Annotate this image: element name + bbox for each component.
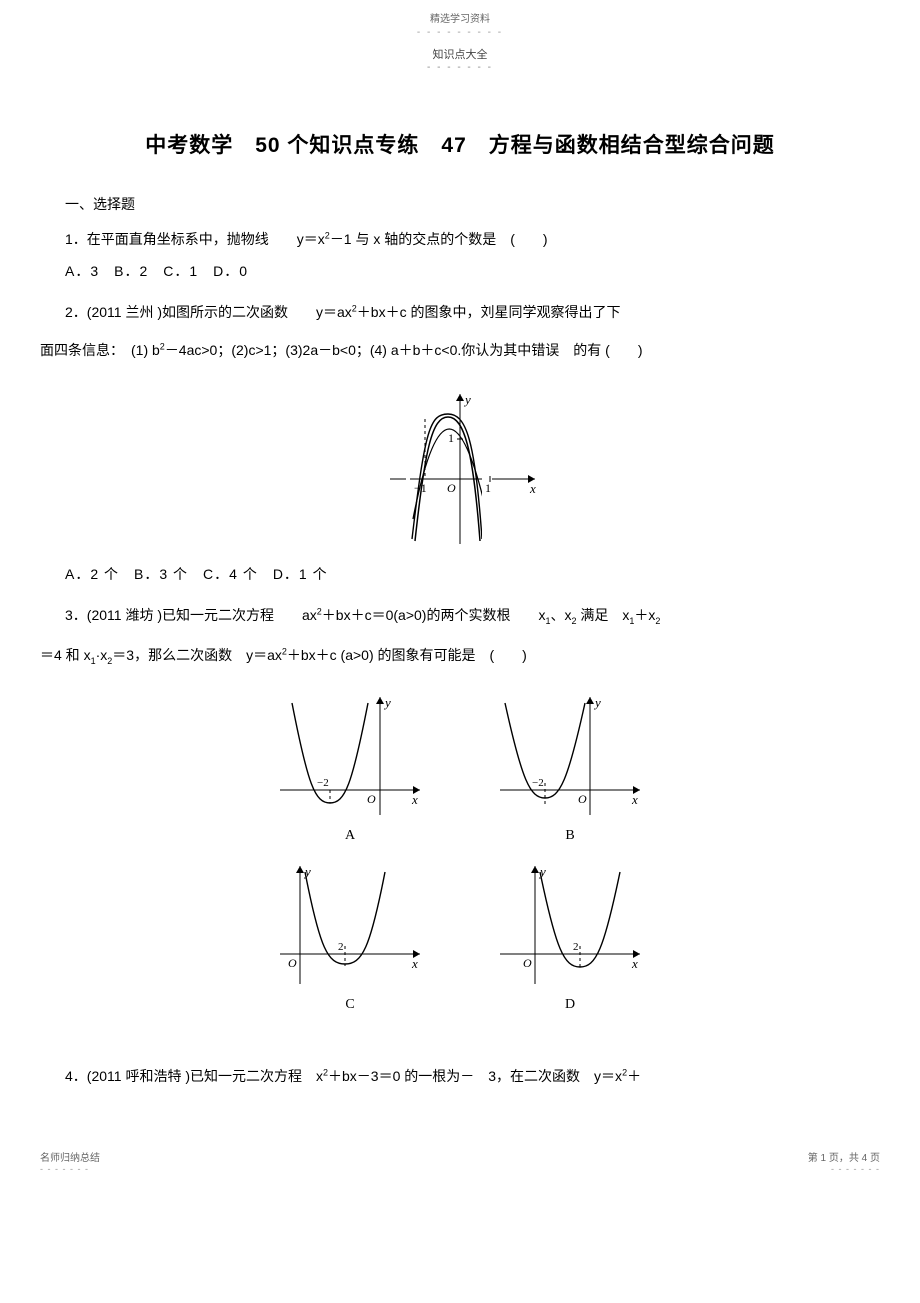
header-line2: 知识点大全 xyxy=(40,46,880,62)
q3-sub4: 2 xyxy=(655,616,660,626)
page-title: 中考数学 50 个知识点专练 47 方程与函数相结合型综合问题 xyxy=(40,123,880,169)
header-dash1: - - - - - - - - - xyxy=(40,27,880,38)
chart-a-label: A xyxy=(270,828,430,844)
svg-text:2: 2 xyxy=(573,941,579,953)
footer-left-text: 名师归纳总结 xyxy=(40,1149,100,1164)
q3-charts: y x O −2 A y x O −2 B xyxy=(40,685,880,1023)
chart-row-2: y x O 2 C y x O 2 D xyxy=(270,854,650,1013)
svg-text:x: x xyxy=(411,792,418,807)
question-4: 4．(2011 呼和浩特 )已知一元二次方程 x2＋bx－3＝0 的一根为－ 3… xyxy=(65,1063,880,1090)
q2-chart: y x O −1 1 1 xyxy=(40,379,880,549)
question-2-line1: 2．(2011 兰州 )如图所示的二次函数 y＝ax2＋bx＋c 的图象中，刘星… xyxy=(65,299,880,326)
origin-label: O xyxy=(447,481,456,495)
svg-text:2: 2 xyxy=(338,941,344,953)
q1-options: A．3 B．2 C．1 D．0 xyxy=(65,261,880,281)
footer-right-dash: - - - - - - - xyxy=(808,1164,880,1174)
svg-text:y: y xyxy=(303,864,311,879)
question-3-line1: 3．(2011 潍坊 )已知一元二次方程 ax 2 ＋bx＋c＝0(a>0)的两个实… xyxy=(65,602,880,630)
footer-right: 第 1 页，共 4 页 - - - - - - - xyxy=(808,1149,880,1174)
q3-t2b: ·x xyxy=(96,647,108,663)
q3-t1b: 、x xyxy=(550,607,571,623)
svg-text:O: O xyxy=(578,792,587,806)
q4-t3: ＋ xyxy=(627,1068,641,1084)
q2-t2a: 面四条信息： (1) b xyxy=(40,342,160,358)
q3-t2a: ＝4 和 x xyxy=(40,647,91,663)
axis-y-label: y xyxy=(463,392,471,407)
chart-d: y x O 2 D xyxy=(490,854,650,1013)
question-3-line2: ＝4 和 x1·x2＝3，那么二次函数 y＝ax2＋bx＋c (a>0) 的图象… xyxy=(40,642,880,670)
chart-b-label: B xyxy=(490,828,650,844)
chart-c: y x O 2 C xyxy=(270,854,430,1013)
chart-b: y x O −2 B xyxy=(490,685,650,844)
svg-text:x: x xyxy=(631,956,638,971)
svg-text:O: O xyxy=(523,956,532,970)
section-label: 一、选择题 xyxy=(65,194,880,214)
svg-text:y: y xyxy=(593,695,601,710)
header-line1: 精选学习资料 xyxy=(40,10,880,25)
q3-t2c: ＝3，那么二次函数 y＝ax xyxy=(112,647,282,663)
one-x-label: 1 xyxy=(485,481,491,495)
header-dash2: - - - - - - - xyxy=(40,62,880,73)
q3-t2d: ＋bx＋c (a>0) 的图象有可能是 ( ) xyxy=(287,647,527,663)
q3-t1d: ＋x xyxy=(634,607,655,623)
svg-text:−2: −2 xyxy=(532,777,544,789)
footer-right-text: 第 1 页，共 4 页 xyxy=(808,1149,880,1164)
q1-text2: －1 与 x 轴的交点的个数是 ( ) xyxy=(330,231,548,247)
svg-text:x: x xyxy=(411,956,418,971)
q3-t1a: ＋bx＋c＝0(a>0)的两个实数根 x xyxy=(322,607,546,623)
footer-left-dash: - - - - - - - xyxy=(40,1164,100,1174)
parabola-q2-svg: y x O −1 1 1 xyxy=(370,379,550,549)
question-1: 1．在平面直角坐标系中，抛物线 y＝x2－1 与 x 轴的交点的个数是 ( ) xyxy=(65,226,880,253)
q3-t1: 3．(2011 潍坊 )已知一元二次方程 ax xyxy=(65,607,317,623)
axis-x-label: x xyxy=(529,481,536,496)
q3-t1c: 满足 x xyxy=(576,607,629,623)
q2-t1a: ＋bx＋c 的图象中，刘星同学观察得出了下 xyxy=(357,304,621,320)
q2-options: A．2 个 B．3 个 C．4 个 D．1 个 xyxy=(65,564,880,584)
q4-t1: 4．(2011 呼和浩特 )已知一元二次方程 x xyxy=(65,1068,323,1084)
chart-d-label: D xyxy=(490,997,650,1013)
chart-a: y x O −2 A xyxy=(270,685,430,844)
svg-text:O: O xyxy=(367,792,376,806)
svg-text:y: y xyxy=(383,695,391,710)
q4-t2: ＋bx－3＝0 的一根为－ 3，在二次函数 y＝x xyxy=(328,1068,622,1084)
svg-text:y: y xyxy=(538,864,546,879)
chart-row-1: y x O −2 A y x O −2 B xyxy=(270,685,650,844)
chart-c-label: C xyxy=(270,997,430,1013)
q2-t2b: －4ac>0；(2)c>1；(3)2a－b<0；(4) a＋b＋c<0.你认为其… xyxy=(165,342,643,358)
one-y-label: 1 xyxy=(448,431,454,445)
svg-text:−2: −2 xyxy=(317,777,329,789)
footer-left: 名师归纳总结 - - - - - - - xyxy=(40,1149,100,1174)
svg-text:O: O xyxy=(288,956,297,970)
question-2-line2: 面四条信息： (1) b2－4ac>0；(2)c>1；(3)2a－b<0；(4)… xyxy=(40,337,880,364)
q1-text1: 1．在平面直角坐标系中，抛物线 y＝x xyxy=(65,231,325,247)
q2-t1: 2．(2011 兰州 )如图所示的二次函数 y＝ax xyxy=(65,304,352,320)
minus1-label: −1 xyxy=(414,481,427,495)
page-footer: 名师归纳总结 - - - - - - - 第 1 页，共 4 页 - - - -… xyxy=(40,1149,880,1174)
svg-text:x: x xyxy=(631,792,638,807)
